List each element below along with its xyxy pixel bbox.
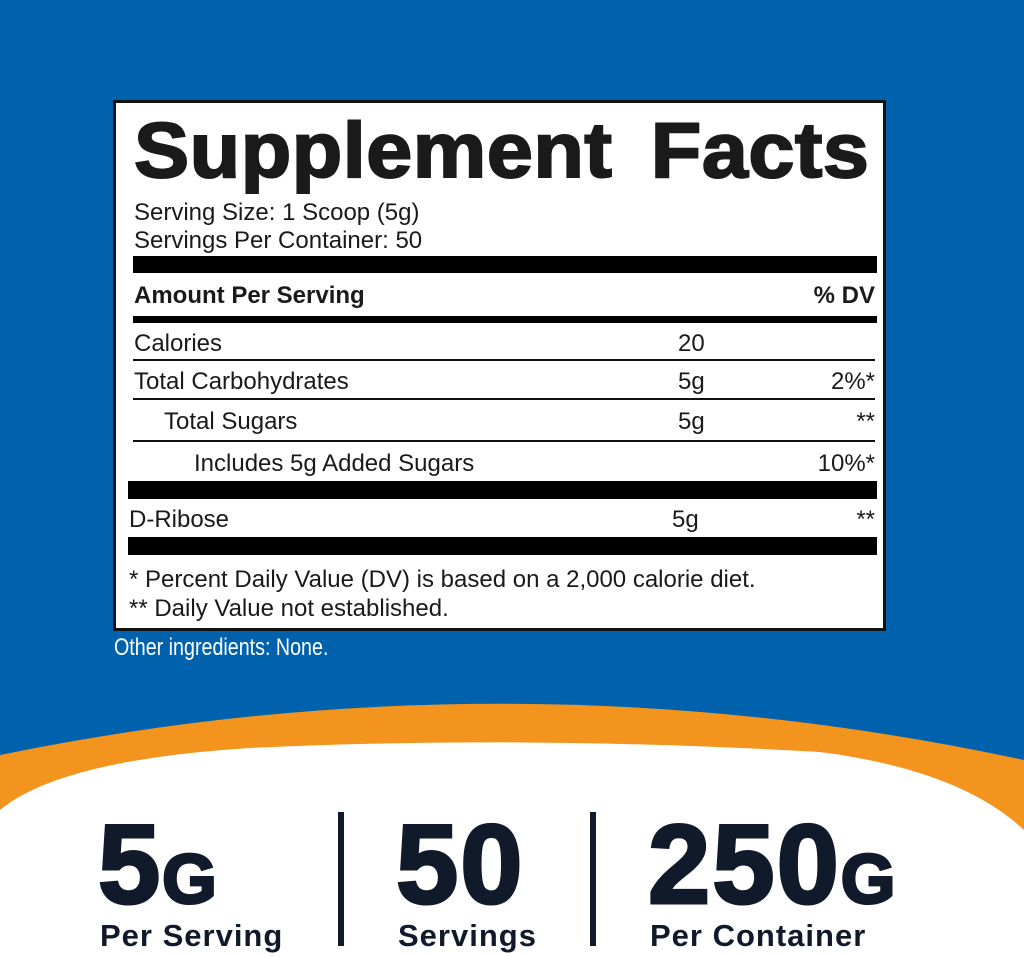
serving-size: Serving Size: 1 Scoop (5g): [134, 199, 420, 226]
stat-value: 250G: [647, 800, 898, 929]
white-area: [0, 742, 1024, 957]
stat-number: 50: [395, 801, 525, 929]
stat-number: 250: [647, 801, 841, 929]
thick-divider: [133, 256, 877, 273]
stat-unit: G: [161, 839, 219, 920]
row-name: Total Carbohydrates: [134, 368, 349, 395]
medium-divider: [133, 316, 877, 323]
stat-divider: [590, 812, 596, 946]
row-divider: [133, 440, 875, 442]
panel-title: Supplement Facts: [133, 105, 870, 195]
row-amount: 5g: [678, 408, 705, 435]
stat-label: Servings: [398, 918, 537, 953]
supplement-facts-panel: Supplement Facts Serving Size: 1 Scoop (…: [113, 100, 886, 631]
row-dv: 10%*: [817, 450, 875, 477]
footnote-not-established: ** Daily Value not established.: [129, 595, 449, 622]
row-dv: **: [856, 408, 875, 435]
row-amount: 5g: [672, 506, 699, 533]
stat-unit: G: [839, 839, 898, 920]
amount-header: Amount Per Serving: [134, 282, 365, 309]
stat-number: 5: [96, 801, 163, 929]
stat-value: 50: [395, 800, 525, 929]
row-amount: 5g: [678, 368, 705, 395]
row-divider: [133, 359, 875, 361]
stat-value: 5G: [96, 800, 219, 929]
thick-divider: [128, 537, 877, 555]
row-name: Calories: [134, 330, 223, 357]
stat-label: Per Container: [650, 918, 867, 953]
row-divider: [133, 398, 875, 400]
servings-per-container: Servings Per Container: 50: [134, 227, 423, 254]
other-ingredients: Other ingredients: None.: [114, 634, 329, 661]
row-amount: 20: [678, 330, 705, 357]
row-name: Total Sugars: [164, 408, 298, 435]
row-dv: **: [856, 506, 875, 533]
stat-divider: [338, 812, 344, 946]
dv-header: % DV: [813, 282, 875, 309]
thick-divider: [128, 481, 877, 499]
footnote-dv: * Percent Daily Value (DV) is based on a…: [129, 566, 756, 593]
row-dv: 2%*: [830, 368, 875, 395]
stat-label: Per Serving: [100, 918, 284, 953]
row-name: D-Ribose: [129, 506, 230, 533]
row-name: Includes 5g Added Sugars: [194, 450, 475, 477]
